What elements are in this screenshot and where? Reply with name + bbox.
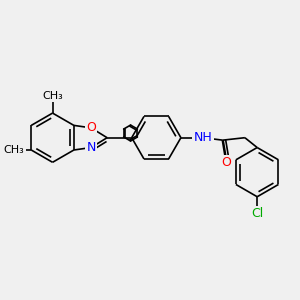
- Text: Cl: Cl: [251, 208, 263, 220]
- Text: O: O: [221, 156, 231, 169]
- Text: NH: NH: [194, 131, 212, 144]
- Text: O: O: [86, 122, 96, 134]
- Text: N: N: [86, 141, 96, 154]
- Text: CH₃: CH₃: [4, 145, 24, 155]
- Text: CH₃: CH₃: [42, 91, 63, 101]
